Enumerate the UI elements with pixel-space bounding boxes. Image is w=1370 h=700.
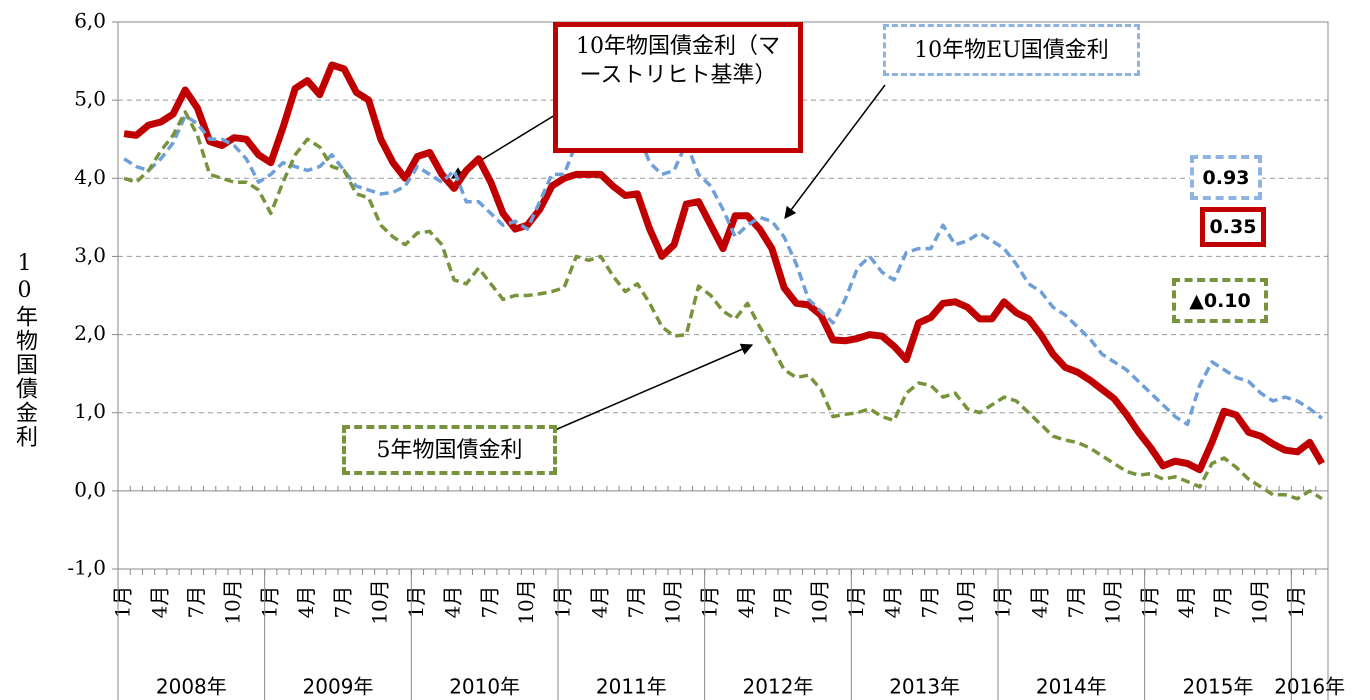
series-line	[123, 61, 1325, 474]
year-label: 2008年	[156, 675, 227, 699]
y-axis-label: 10年物国債金利	[12, 251, 38, 449]
x-tick-label: 1月	[551, 586, 575, 619]
value-label: 0.35	[1200, 207, 1266, 247]
series-label: 10年物EU国債金利	[883, 24, 1140, 76]
x-tick-label: 7月	[624, 586, 648, 619]
value-label: ▲0.10	[1172, 278, 1268, 323]
x-tick-label: 10月	[1101, 579, 1125, 624]
x-tick-label: 7月	[184, 586, 208, 619]
x-tick-label: 7月	[917, 586, 941, 619]
x-tick-label: 7月	[1064, 586, 1088, 619]
x-tick-label: 4月	[881, 586, 905, 619]
x-tick-label: 7月	[331, 586, 355, 619]
series-line	[123, 110, 1323, 501]
series-label: 5年物国債金利	[342, 425, 557, 475]
x-tick-label: 7月	[1211, 586, 1235, 619]
x-tick-label: 1月	[257, 586, 281, 619]
x-tick-label: 10月	[367, 579, 391, 624]
y-tick-label: 3,0	[74, 243, 106, 267]
y-tick-label: 4,0	[74, 165, 106, 189]
year-label: 2011年	[596, 675, 667, 699]
x-tick-label: 10月	[1247, 579, 1271, 624]
y-tick-label: 5,0	[74, 87, 106, 111]
y-tick-label: -1,0	[67, 556, 106, 580]
arrow	[784, 84, 886, 219]
x-tick-label: 7月	[771, 586, 795, 619]
y-tick-label: 1,0	[74, 399, 106, 423]
arrow	[554, 343, 754, 431]
x-tick-label: 4月	[147, 586, 171, 619]
year-label: 2009年	[303, 675, 374, 699]
y-tick-label: 2,0	[74, 321, 106, 345]
x-tick-label: 1月	[1137, 586, 1161, 619]
y-tick-label: 0,0	[74, 477, 106, 501]
x-tick-label: 4月	[441, 586, 465, 619]
x-tick-label: 10月	[514, 579, 538, 624]
x-tick-label: 10月	[661, 579, 685, 624]
x-tick-label: 1月	[844, 586, 868, 619]
series-line	[123, 114, 1323, 427]
year-label: 2012年	[743, 675, 814, 699]
year-label: 2010年	[449, 675, 520, 699]
x-tick-label: 1月	[404, 586, 428, 619]
x-tick-label: 4月	[734, 586, 758, 619]
x-tick-label: 1月	[111, 586, 135, 619]
x-tick-label: 4月	[1174, 586, 1198, 619]
x-tick-label: 4月	[294, 586, 318, 619]
value-label: 0.93	[1190, 155, 1262, 200]
x-tick-label: 4月	[1027, 586, 1051, 619]
year-label: 2013年	[889, 675, 960, 699]
year-label: 2016年	[1274, 675, 1345, 699]
x-tick-label: 1月	[1284, 586, 1308, 619]
x-tick-label: 1月	[991, 586, 1015, 619]
x-tick-label: 10月	[807, 579, 831, 624]
year-label: 2014年	[1036, 675, 1107, 699]
y-tick-label: 6,0	[74, 9, 106, 33]
series-label: 10年物国債金利（マーストリヒト基準）	[553, 22, 803, 153]
x-tick-label: 4月	[587, 586, 611, 619]
x-tick-label: 10月	[954, 579, 978, 624]
year-label: 2015年	[1183, 675, 1254, 699]
x-tick-label: 1月	[697, 586, 721, 619]
x-tick-label: 10月	[221, 579, 245, 624]
x-tick-label: 7月	[477, 586, 501, 619]
